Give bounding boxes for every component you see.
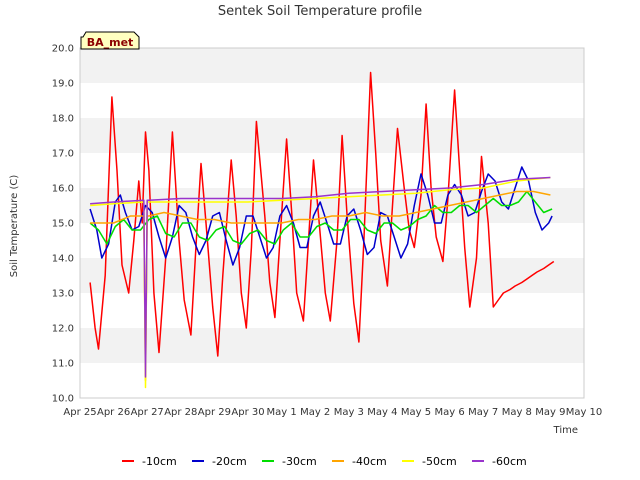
y-tick-label: 16.0 (52, 184, 74, 195)
grid-band (80, 328, 584, 363)
x-tick-label: Apr 26 (97, 407, 130, 418)
y-tick-label: 15.0 (52, 219, 74, 230)
grid-band (80, 83, 584, 118)
annotation-badge: BA_met (80, 31, 140, 50)
grid-band (80, 188, 584, 223)
y-tick-label: 14.0 (52, 254, 74, 265)
chart-title: Sentek Soil Temperature profile (218, 4, 422, 19)
y-tick-label: 18.0 (52, 114, 74, 125)
legend-label: -30cm (282, 455, 317, 468)
legend-label: -10cm (142, 455, 177, 468)
x-tick-label: May 10 (566, 407, 603, 418)
y-tick-label: 17.0 (52, 149, 74, 160)
legend-label: -20cm (212, 455, 247, 468)
y-axis-label: Soil Temperature (C) (9, 175, 20, 278)
plot-frame (79, 47, 585, 399)
x-tick-label: Apr 29 (198, 407, 231, 418)
grid-band (80, 363, 584, 398)
x-tick-label: Apr 30 (231, 407, 264, 418)
x-tick-label: May 5 (401, 407, 431, 418)
x-tick-label: May 4 (367, 407, 397, 418)
y-tick-label: 20.0 (52, 44, 74, 55)
annotation-badge-shape (80, 31, 140, 50)
x-tick-label: May 7 (468, 407, 498, 418)
grid-band (80, 258, 584, 293)
series-line-minus-20cm (89, 166, 553, 266)
x-tick-label: May 6 (434, 407, 464, 418)
legend: -10cm -20cm -30cm -40cm -50cm -60cm (122, 455, 527, 468)
y-tick-label: 10.0 (52, 394, 74, 405)
x-axis-label: Time (553, 425, 578, 436)
x-tick-label: May 9 (535, 407, 565, 418)
grid-band (80, 118, 584, 153)
x-tick-label: May 1 (266, 407, 296, 418)
legend-label: -50cm (422, 455, 457, 468)
x-tick-label: May 2 (300, 407, 330, 418)
legend-label: -60cm (492, 455, 527, 468)
y-tick-label: 12.0 (52, 324, 74, 335)
x-tick-label: Apr 28 (164, 407, 197, 418)
y-tick-label: 11.0 (52, 359, 74, 370)
annotation-badge-text: BA_met (87, 36, 134, 49)
x-tick-label: Apr 27 (131, 407, 164, 418)
series-line-minus-30cm (89, 190, 553, 245)
legend-label: -40cm (352, 455, 387, 468)
x-tick-label: May 8 (502, 407, 532, 418)
series-line-minus-60cm (90, 176, 551, 378)
grid-band (80, 48, 584, 83)
x-axis: Apr 25 Apr 26 Apr 27 Apr 28 Apr 29 Apr 30 May … (63, 407, 602, 418)
x-tick-label: May 3 (334, 407, 364, 418)
series-lines (89, 71, 555, 389)
x-tick-label: Apr 25 (63, 407, 96, 418)
y-axis: 10.0 11.0 12.0 13.0 14.0 15.0 16.0 17.0 18.0 19.0… (52, 44, 74, 405)
series-line-minus-10cm (89, 71, 555, 357)
y-tick-label: 13.0 (52, 289, 74, 300)
y-tick-label: 19.0 (52, 79, 74, 90)
